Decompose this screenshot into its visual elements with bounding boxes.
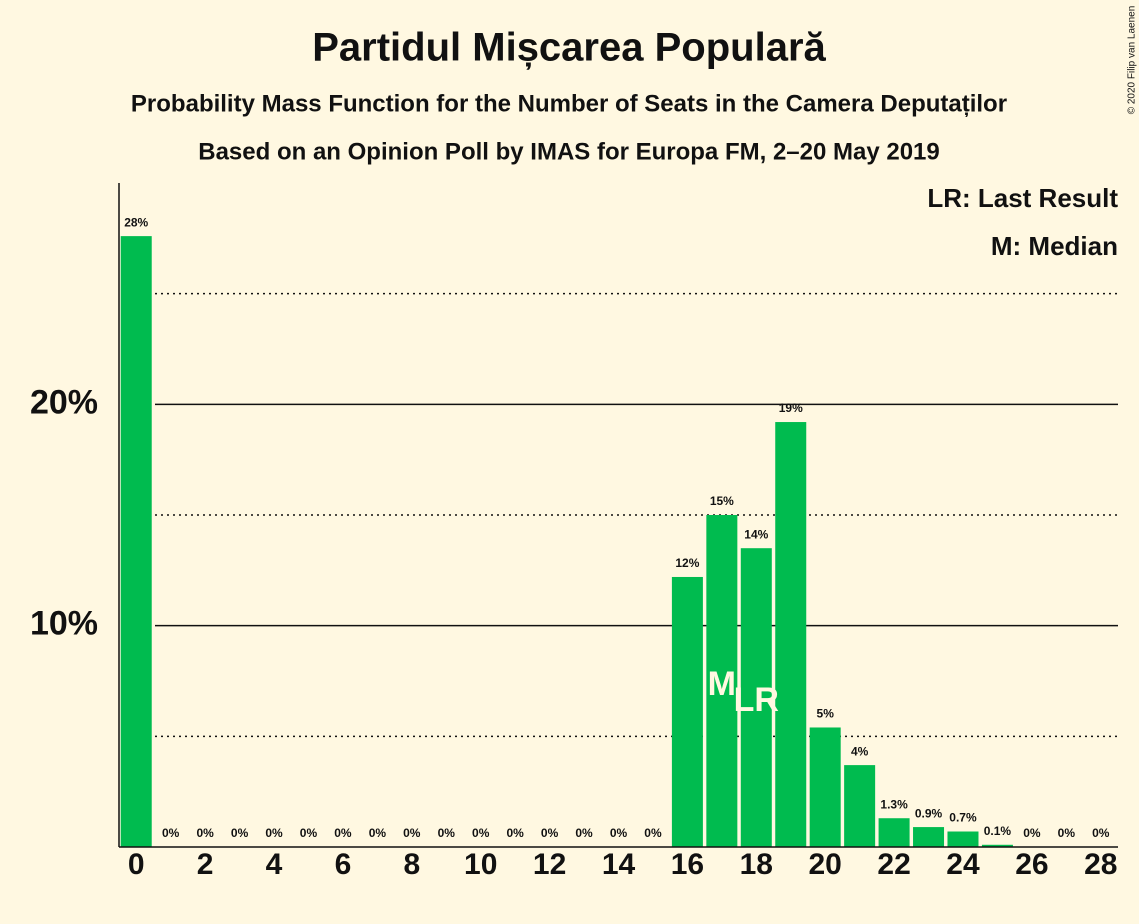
x-tick-label: 18 <box>740 848 773 881</box>
x-tick-label: 24 <box>946 848 980 881</box>
bar <box>706 515 738 847</box>
value-label: 28% <box>124 215 148 229</box>
value-label: 0.7% <box>949 811 977 825</box>
value-label: 0% <box>403 826 421 840</box>
legend-entry: M: Median <box>991 231 1118 261</box>
value-label: 0% <box>162 826 180 840</box>
value-label: 15% <box>710 494 734 508</box>
chart-subtitle: Based on an Opinion Poll by IMAS for Eur… <box>198 138 940 165</box>
y-tick-label: 20% <box>30 383 98 421</box>
value-label: 1.3% <box>880 797 908 811</box>
x-tick-label: 14 <box>602 848 636 881</box>
bar <box>913 827 945 847</box>
value-label: 14% <box>744 527 768 541</box>
value-label: 5% <box>817 707 835 721</box>
x-tick-label: 4 <box>266 848 283 881</box>
x-tick-label: 0 <box>128 848 145 881</box>
value-label: 0% <box>231 826 249 840</box>
x-tick-label: 2 <box>197 848 214 881</box>
legend-entry: LR: Last Result <box>927 183 1118 213</box>
value-label: 0% <box>334 826 352 840</box>
value-label: 0% <box>472 826 490 840</box>
value-label: 0% <box>1058 826 1076 840</box>
chart-subtitle: Probability Mass Function for the Number… <box>131 90 1007 117</box>
value-label: 0.1% <box>984 824 1012 838</box>
x-tick-label: 20 <box>809 848 842 881</box>
x-tick-label: 12 <box>533 848 566 881</box>
bar <box>775 422 807 847</box>
annotation: M <box>708 665 736 703</box>
x-tick-label: 8 <box>403 848 420 881</box>
value-label: 0% <box>300 826 318 840</box>
bar <box>981 844 1013 847</box>
value-label: 0% <box>610 826 628 840</box>
value-label: 0% <box>575 826 593 840</box>
x-tick-label: 10 <box>464 848 497 881</box>
annotation: LR <box>734 681 779 719</box>
bar <box>809 727 841 847</box>
y-tick-label: 10% <box>30 605 98 643</box>
bar <box>878 818 910 847</box>
chart-title: Partidul Mișcarea Populară <box>312 26 826 70</box>
value-label: 0% <box>541 826 559 840</box>
value-label: 12% <box>675 556 699 570</box>
value-label: 4% <box>851 744 869 758</box>
bar <box>120 236 152 847</box>
value-label: 0% <box>265 826 283 840</box>
bar <box>671 576 703 847</box>
value-label: 0% <box>1092 826 1110 840</box>
value-label: 0% <box>506 826 524 840</box>
x-tick-label: 28 <box>1084 848 1117 881</box>
value-label: 0% <box>369 826 387 840</box>
value-label: 0% <box>1023 826 1041 840</box>
bar <box>844 765 876 847</box>
value-label: 0% <box>644 826 662 840</box>
bar <box>740 548 772 847</box>
value-label: 0.9% <box>915 806 943 820</box>
x-tick-label: 6 <box>335 848 352 881</box>
x-tick-label: 26 <box>1015 848 1048 881</box>
x-tick-label: 16 <box>671 848 704 881</box>
value-label: 19% <box>779 401 803 415</box>
bar <box>947 831 979 847</box>
value-label: 0% <box>196 826 214 840</box>
x-tick-label: 22 <box>877 848 910 881</box>
value-label: 0% <box>438 826 456 840</box>
copyright: © 2020 Filip van Laenen <box>1127 6 1138 115</box>
